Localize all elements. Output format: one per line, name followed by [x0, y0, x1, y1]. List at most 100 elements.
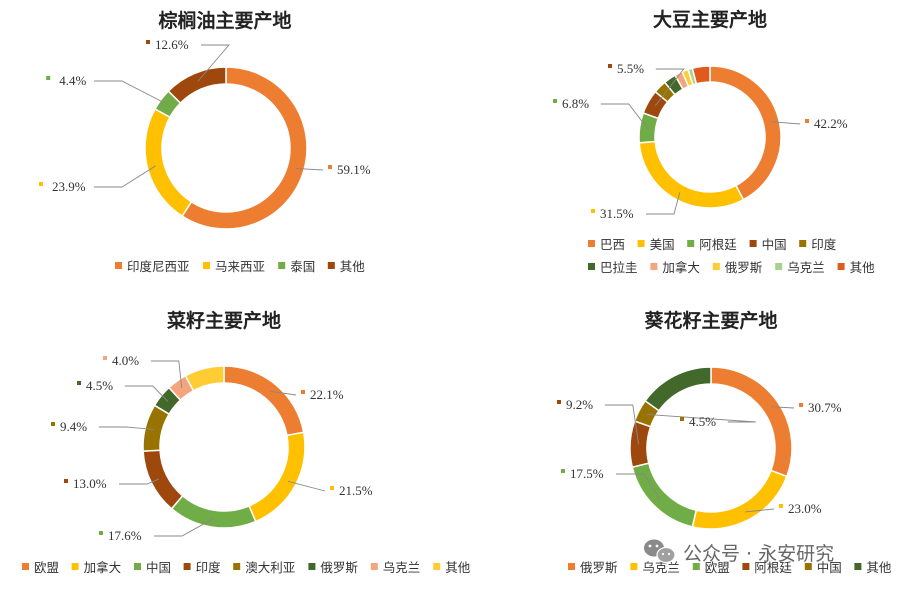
legend-label: 印度	[811, 237, 837, 252]
leader-line	[124, 385, 169, 402]
donut-slice	[184, 365, 225, 392]
label-marker	[557, 400, 561, 404]
data-label: 9.4%	[60, 419, 87, 434]
data-label: 6.8%	[562, 96, 589, 111]
data-label: 31.5%	[600, 206, 634, 221]
legend-label: 其他	[850, 260, 876, 275]
leader-line	[646, 192, 681, 215]
legend-swatch	[71, 563, 79, 570]
legend-swatch	[637, 240, 645, 247]
data-label: 4.0%	[112, 353, 139, 368]
legend-swatch	[749, 240, 757, 247]
legend-swatch	[183, 563, 191, 570]
label-marker	[608, 64, 612, 68]
legend-swatch	[233, 563, 241, 570]
chart-title: 大豆主要产地	[653, 8, 767, 31]
legend-swatch	[433, 563, 441, 570]
leader-line	[646, 414, 756, 423]
legend-label: 中国	[146, 560, 171, 575]
donut-slice	[629, 420, 652, 469]
legend-label: 乌克兰	[642, 560, 680, 575]
legend-label: 中国	[762, 237, 787, 252]
chart-title: 葵花籽主要产地	[643, 309, 777, 332]
legend-swatch	[804, 563, 812, 570]
donut-chart-3: 菜籽主要产地 22.1% 21.5% 17.6% 13.0% 9.4% 4.5% 4.0% 欧盟…	[22, 309, 471, 575]
legend-label: 乌克兰	[383, 560, 421, 575]
legend-swatch	[327, 262, 335, 269]
leader-line	[287, 480, 326, 492]
data-label: 4.5%	[689, 414, 716, 429]
leader-line	[616, 473, 661, 500]
legend-label: 阿根廷	[699, 237, 737, 252]
legend-label: 泰国	[290, 259, 315, 274]
label-marker	[46, 76, 51, 80]
legend-swatch	[630, 563, 638, 570]
data-label: 13.0%	[73, 476, 107, 491]
legend-swatch	[712, 263, 720, 270]
data-label: 59.1%	[337, 162, 371, 177]
legend-label: 阿根廷	[754, 560, 792, 575]
legend-label: 中国	[817, 560, 842, 575]
data-label: 4.5%	[86, 378, 113, 393]
legend-label: 美国	[650, 237, 675, 252]
label-marker	[799, 403, 803, 407]
donut-chart-1: 棕榈油主要产地 59.1% 23.9% 4.4% 12.6% 印度尼西亚 马来西亚 泰国 其他	[39, 9, 371, 274]
legend-swatch	[134, 563, 141, 570]
label-marker	[39, 182, 43, 186]
donut-slice	[691, 469, 788, 530]
donut-slice	[181, 66, 308, 230]
legend-label: 其他	[866, 560, 892, 575]
leader-line	[295, 167, 324, 171]
leader-line	[150, 360, 183, 389]
legend-label: 俄罗斯	[320, 560, 358, 575]
legend-swatch	[588, 263, 595, 270]
legend-label: 加拿大	[84, 560, 122, 575]
legend-label: 加拿大	[662, 260, 700, 275]
donut-slice	[144, 107, 193, 218]
data-label: 17.5%	[570, 466, 604, 481]
leader-line	[197, 44, 230, 82]
legend-swatch	[308, 563, 316, 570]
label-marker	[330, 486, 334, 490]
data-label: 22.1%	[310, 387, 344, 402]
donut-slice	[142, 449, 184, 510]
label-marker	[805, 119, 809, 123]
legend-swatch	[837, 263, 845, 270]
legend-swatch	[799, 240, 807, 247]
wechat-icon	[644, 539, 676, 564]
donut-slice	[248, 431, 306, 523]
data-label: 17.6%	[108, 528, 142, 543]
label-marker	[103, 356, 107, 360]
chart-title: 菜籽主要产地	[166, 309, 281, 332]
label-marker	[301, 390, 305, 394]
legend-swatch	[115, 262, 122, 269]
leader-line	[745, 508, 775, 513]
watermark: 公众号 · 永安研究	[644, 539, 834, 565]
label-marker	[553, 99, 557, 103]
leader-line	[770, 406, 795, 409]
legend-label: 巴拉圭	[600, 260, 638, 275]
legend-label: 印度	[196, 560, 222, 575]
donut-slice	[223, 365, 305, 437]
legend-swatch	[568, 563, 575, 570]
leader-line	[119, 478, 160, 485]
leader-line	[270, 390, 297, 396]
leader-line	[94, 80, 169, 106]
legend-label: 俄罗斯	[580, 560, 618, 575]
label-marker	[51, 422, 55, 426]
data-label: 23.0%	[788, 501, 822, 516]
data-label: 4.4%	[59, 73, 86, 88]
legend-swatch	[278, 262, 286, 269]
leader-line	[604, 404, 640, 445]
legend-swatch	[203, 262, 210, 269]
donut-slice	[167, 66, 227, 105]
leader-line	[154, 518, 214, 537]
leader-line	[98, 426, 154, 430]
data-label: 30.7%	[808, 400, 842, 415]
legend-label: 其他	[340, 259, 366, 274]
donut-slice	[691, 65, 711, 85]
legend-label: 俄罗斯	[725, 260, 763, 275]
label-marker	[680, 417, 684, 421]
leader-line	[600, 103, 648, 129]
legend-label: 马来西亚	[215, 259, 265, 274]
